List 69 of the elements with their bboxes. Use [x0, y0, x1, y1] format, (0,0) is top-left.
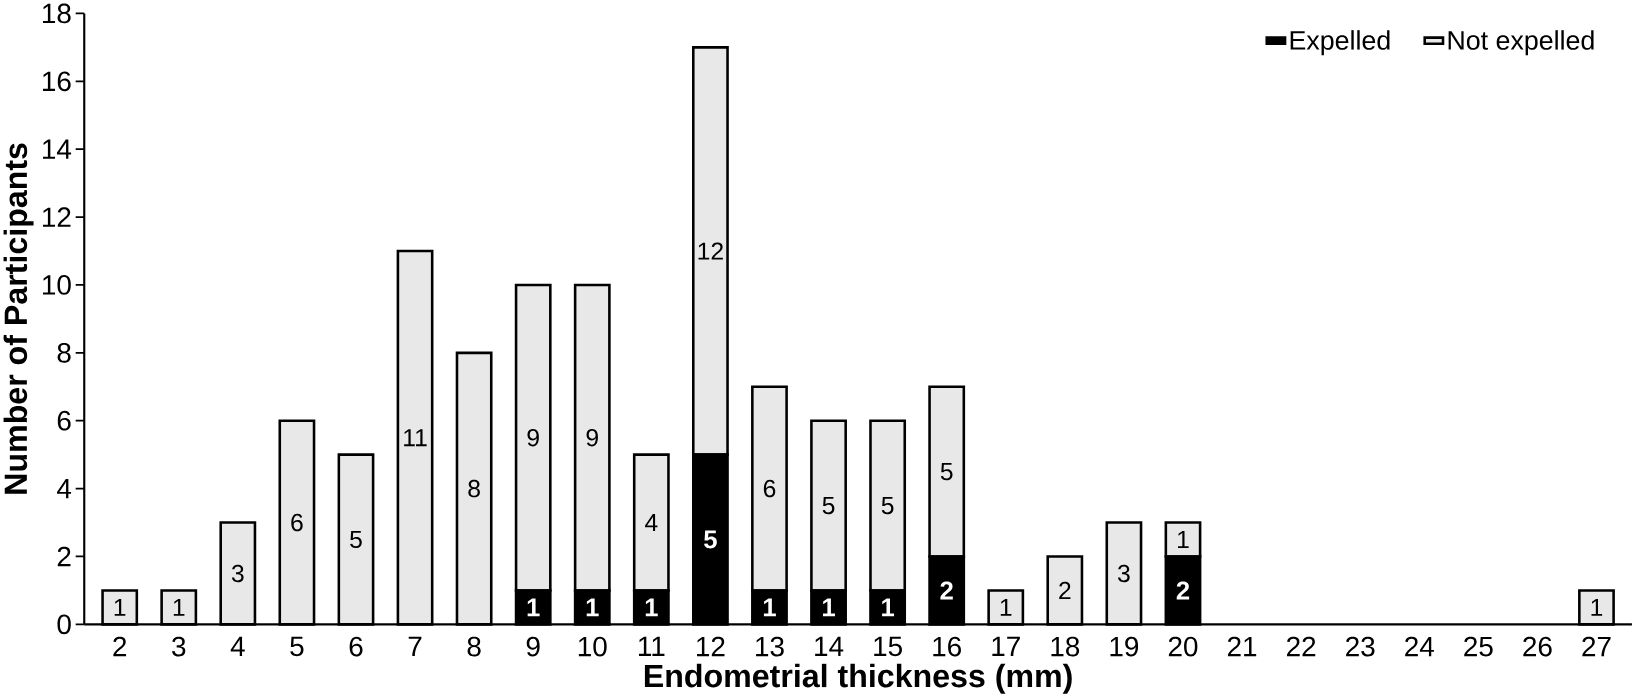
legend-label: Not expelled	[1448, 29, 1594, 55]
y-tick-label: 14	[43, 139, 72, 159]
data-label: 2	[1176, 581, 1190, 600]
y-tick-label: 0	[57, 614, 71, 635]
data-label: 9	[527, 428, 539, 447]
x-tick-label: 3	[172, 636, 186, 657]
y-tick-label: 16	[43, 71, 71, 92]
x-tick-label: 16	[933, 636, 961, 657]
x-tick-label: 15	[874, 636, 902, 656]
data-label: 3	[231, 564, 244, 582]
x-tick-label: 8	[467, 636, 481, 657]
x-tick-label: 9	[526, 636, 540, 657]
data-label: 1	[823, 598, 835, 617]
data-label: 1	[1178, 530, 1189, 548]
x-tick-label: 4	[230, 636, 245, 656]
x-tick-label: 23	[1346, 636, 1375, 657]
data-label: 5	[881, 496, 894, 514]
x-tick-label: 27	[1582, 636, 1611, 657]
data-label: 3	[1117, 564, 1130, 582]
x-tick-label: 13	[756, 636, 784, 657]
x-tick-label: 18	[1051, 636, 1080, 657]
data-label: 5	[350, 530, 362, 548]
data-label: 12	[698, 242, 723, 260]
data-label: 4	[645, 513, 658, 531]
y-tick-label: 6	[57, 410, 71, 431]
x-tick-label: 21	[1227, 636, 1257, 657]
x-tick-label: 7	[408, 636, 422, 656]
data-label: 9	[586, 428, 598, 447]
x-tick-label: 20	[1168, 636, 1198, 657]
x-tick-label: 26	[1523, 636, 1552, 657]
data-label: 5	[704, 530, 717, 549]
data-label: 1	[114, 598, 126, 616]
data-label: 5	[822, 496, 835, 514]
data-label: 1	[1000, 598, 1012, 616]
data-label: 1	[763, 598, 776, 617]
data-label: 2	[940, 581, 953, 600]
x-tick-label: 10	[578, 636, 607, 657]
data-label: 8	[468, 479, 480, 498]
x-tick-label: 22	[1287, 636, 1316, 657]
y-tick-label: 10	[43, 274, 71, 295]
y-tick-label: 12	[43, 207, 71, 227]
x-tick-label: 2	[113, 636, 127, 657]
data-label: 11	[404, 429, 427, 446]
x-tick-label: 24	[1405, 636, 1434, 657]
y-tick-label: 8	[57, 342, 71, 363]
x-tick-label: 17	[992, 636, 1020, 656]
x-axis-title: Endometrial thickness (mm)	[644, 663, 1072, 694]
x-tick-label: 6	[349, 636, 363, 657]
data-label: 2	[1059, 581, 1071, 599]
x-tick-label: 14	[815, 636, 844, 656]
data-label: 1	[173, 598, 185, 616]
y-tick-label: 4	[57, 478, 72, 499]
y-axis-title: Number of Participants	[3, 143, 34, 494]
data-label: 1	[645, 598, 658, 617]
data-label: 6	[763, 479, 776, 498]
data-label: 5	[940, 462, 953, 481]
data-label: 1	[1591, 598, 1603, 616]
data-label: 6	[291, 513, 303, 532]
x-tick-label: 25	[1464, 636, 1493, 657]
x-tick-label: 5	[290, 636, 304, 656]
y-tick-label: 18	[43, 3, 71, 24]
data-label: 1	[882, 598, 895, 617]
x-tick-label: 11	[638, 636, 665, 656]
x-tick-label: 19	[1110, 636, 1139, 657]
data-label: 1	[586, 598, 599, 617]
data-label: 1	[527, 598, 540, 617]
x-tick-label: 12	[697, 636, 725, 657]
y-tick-label: 2	[57, 546, 71, 567]
legend-label: Expelled	[1290, 29, 1390, 55]
